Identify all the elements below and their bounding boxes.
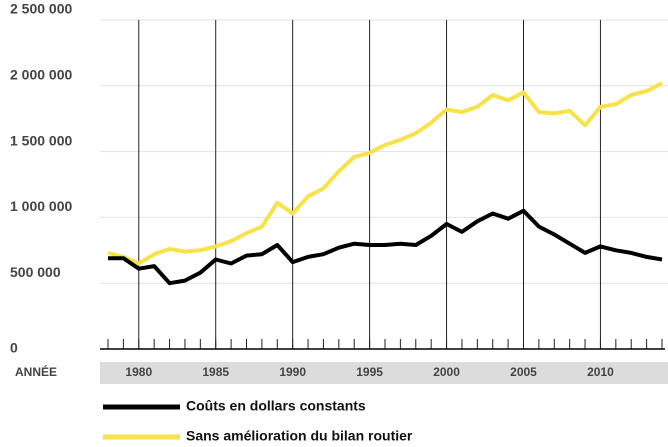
line-series — [108, 208, 663, 286]
legend-label: Sans amélioration du bilan routier — [186, 428, 413, 444]
x-axis-band — [100, 362, 668, 384]
y-tick-label: 1 500 000 — [10, 132, 72, 148]
line-series — [107, 81, 663, 266]
x-tick-label: 1980 — [125, 365, 152, 379]
x-tick-label: 1990 — [279, 365, 306, 379]
y-tick-label: 2 000 000 — [10, 67, 72, 83]
x-tick-label: 2000 — [433, 365, 460, 379]
y-tick-label: 2 500 000 — [10, 1, 72, 17]
legend-label: Coûts en dollars constants — [186, 398, 366, 414]
x-tick-label: 2010 — [587, 365, 614, 379]
x-axis-label: ANNÉE — [15, 364, 57, 379]
y-tick-label: 1 000 000 — [10, 198, 72, 214]
x-tick-label: 1985 — [202, 365, 229, 379]
y-tick-label: 500 000 — [10, 264, 61, 280]
x-tick-label: 1995 — [356, 365, 383, 379]
y-tick-label: 0 — [10, 340, 18, 356]
x-tick-label: 2005 — [510, 365, 537, 379]
